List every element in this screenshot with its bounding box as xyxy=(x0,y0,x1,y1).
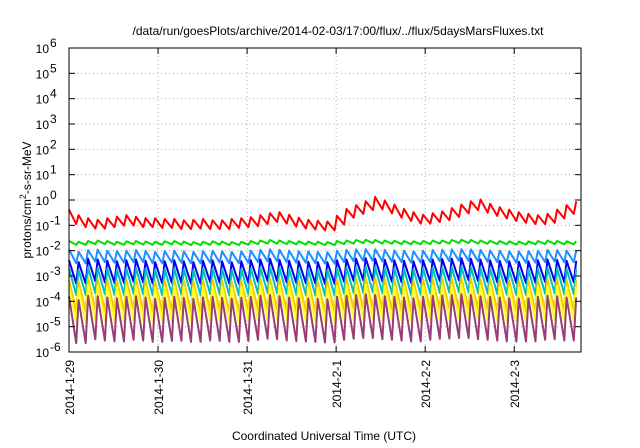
series-line xyxy=(68,293,578,345)
y-tick-label: 10 xyxy=(36,67,50,81)
y-tick-exponent: 1 xyxy=(50,163,57,177)
y-tick-label: 10 xyxy=(36,321,50,335)
y-tick-base: 10 xyxy=(36,245,50,259)
x-tick-label: 2014-1-31 xyxy=(241,360,255,415)
x-tick-label: 2014-2-2 xyxy=(419,360,433,408)
x-axis: 2014-1-29 2014-1-30 2014-1-31 2014-2-1 2014-… xyxy=(63,48,522,415)
y-tick-base: 10 xyxy=(36,93,50,107)
y-axis-label-unit: -s-sr-MeV xyxy=(20,141,34,194)
y-tick-exponent: 5 xyxy=(50,61,57,75)
x-tick-label: 2014-1-29 xyxy=(63,360,77,415)
y-tick-exponent: -6 xyxy=(50,340,61,354)
y-axis-label-sup: 2 xyxy=(18,194,28,199)
y-tick-base: 10 xyxy=(36,270,50,284)
y-axis: 10 -610 -510 -410 -310 -210 -110 010 110 210 310 41… xyxy=(36,36,581,360)
y-tick-exponent: -3 xyxy=(50,264,61,278)
y-axis-label-main: protons/cm xyxy=(20,199,34,258)
y-tick-base: 10 xyxy=(36,67,50,81)
y-tick-label: 10 xyxy=(36,270,50,284)
y-tick-exponent: 4 xyxy=(50,87,57,101)
series-line xyxy=(68,248,578,265)
y-tick-base: 10 xyxy=(36,169,50,183)
y-tick-exponent: 0 xyxy=(50,188,57,202)
y-tick-base: 10 xyxy=(36,143,50,157)
y-tick-label: 10 xyxy=(36,42,50,56)
series-line xyxy=(68,238,577,247)
x-tick-label: 2014-1-30 xyxy=(152,360,166,415)
y-tick-label: 10 xyxy=(36,295,50,309)
y-tick-exponent: 2 xyxy=(50,137,57,151)
x-axis-label: Coordinated Universal Time (UTC) xyxy=(232,429,416,443)
y-tick-exponent: -1 xyxy=(50,213,61,227)
series-line xyxy=(68,196,578,232)
y-tick-base: 10 xyxy=(36,346,50,360)
series-line xyxy=(68,257,578,285)
y-tick-exponent: -4 xyxy=(50,289,61,303)
y-tick-base: 10 xyxy=(36,194,50,208)
chart-title: /data/run/goesPlots/archive/2014-02-03/1… xyxy=(133,24,545,38)
x-tick-label: 2014-2-3 xyxy=(508,360,522,408)
y-tick-label: 10 xyxy=(36,245,50,259)
y-tick-label: 10 xyxy=(36,346,50,360)
y-tick-label: 10 xyxy=(36,219,50,233)
series-group xyxy=(68,196,578,345)
y-tick-base: 10 xyxy=(36,295,50,309)
y-tick-exponent: -2 xyxy=(50,239,61,253)
y-tick-label: 10 xyxy=(36,93,50,107)
y-tick-base: 10 xyxy=(36,118,50,132)
y-tick-label: 10 xyxy=(36,143,50,157)
x-tick-label: 2014-2-1 xyxy=(330,360,344,408)
y-tick-exponent: 3 xyxy=(50,112,57,126)
y-tick-label: 10 xyxy=(36,118,50,132)
y-tick-label: 10 xyxy=(36,169,50,183)
y-tick-exponent: -5 xyxy=(50,315,61,329)
y-tick-base: 10 xyxy=(36,321,50,335)
y-tick-exponent: 6 xyxy=(50,36,57,50)
y-tick-label: 10 xyxy=(36,194,50,208)
y-tick-base: 10 xyxy=(36,42,50,56)
y-axis-label: protons/cm2-s-sr-MeV xyxy=(18,141,34,258)
y-tick-base: 10 xyxy=(36,219,50,233)
series-line xyxy=(68,265,578,297)
